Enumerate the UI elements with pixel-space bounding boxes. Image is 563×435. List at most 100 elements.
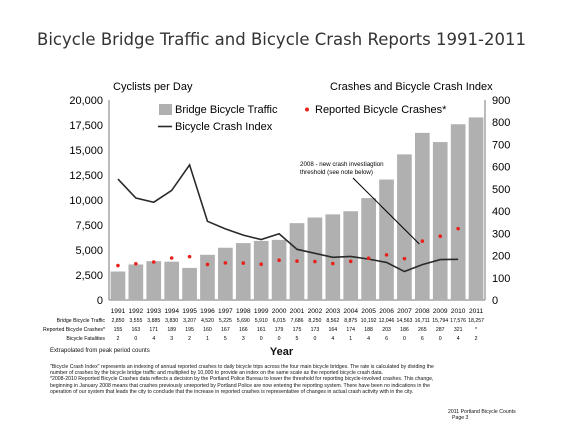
table-cell: 8,562 <box>326 318 339 324</box>
crash-point <box>366 256 371 261</box>
table-cell: 175 <box>293 327 302 333</box>
table-cell: 12,046 <box>379 318 395 324</box>
y-left-tick-label: 12,500 <box>69 170 103 182</box>
y-right-tick-label: 600 <box>492 162 510 174</box>
x-tick-label: 2004 <box>343 308 358 315</box>
x-tick-label: 2002 <box>308 308 323 315</box>
table-cell: 6 <box>385 336 388 342</box>
table-cell: 163 <box>132 327 141 333</box>
table-cell: 3 <box>170 336 173 342</box>
x-tick-label: 1992 <box>129 308 144 315</box>
annotation-text: threshold (see note below) <box>300 169 373 176</box>
table-cell: 3,555 <box>129 318 142 324</box>
y-right-tick-label: 500 <box>492 184 510 196</box>
table-cell: 0 <box>439 336 442 342</box>
bar <box>450 124 466 301</box>
bar <box>414 132 430 300</box>
footnote-line: operation of our system that leads the c… <box>50 388 414 395</box>
legend-swatch-crashes <box>305 107 309 112</box>
bar <box>397 154 412 300</box>
table-cell: 0 <box>313 336 316 342</box>
bar <box>468 117 484 301</box>
x-tick-label: 2010 <box>451 308 466 315</box>
x-tick-label: 1995 <box>182 308 197 315</box>
x-tick-label: 2007 <box>397 308 412 315</box>
crash-point <box>331 261 335 266</box>
chart-title: Bicycle Bridge Traffic and Bicycle Crash… <box>37 30 526 49</box>
annotation-arrow <box>352 177 420 245</box>
bar <box>379 179 394 300</box>
table-cell: * <box>475 327 477 333</box>
footnotes: "Bicycle Crash Index" represents an inde… <box>50 364 520 395</box>
bar <box>343 211 359 300</box>
table-cell: 195 <box>185 327 194 333</box>
table-cell: 188 <box>364 327 373 333</box>
bar <box>200 254 215 300</box>
table-cell: 5,690 <box>237 318 250 324</box>
table-cell: 321 <box>454 327 463 333</box>
table-cell: 2 <box>117 336 120 342</box>
table-cell: 6 <box>421 336 424 342</box>
table-cell: 3,885 <box>147 318 160 324</box>
crash-point <box>116 263 120 268</box>
bar <box>182 267 197 300</box>
credit-page: Page 3 <box>452 415 469 422</box>
x-tick-label: 1996 <box>200 308 215 315</box>
table-cell: 1 <box>206 336 209 342</box>
table-row-label: Bicycle Fatalities <box>66 336 105 342</box>
table-cell: 14,563 <box>396 318 412 324</box>
table-cell: 155 <box>114 327 123 333</box>
table-cell: 10,192 <box>361 318 377 324</box>
y-right-tick-label: 200 <box>492 251 510 263</box>
table-cell: 5,225 <box>219 318 232 324</box>
bar <box>432 142 448 300</box>
crash-point <box>420 239 425 243</box>
crash-point <box>241 261 246 265</box>
table-cell: 8,250 <box>308 318 321 324</box>
table-cell: 0 <box>403 336 406 342</box>
table-cell: 287 <box>436 327 445 333</box>
crash-point <box>169 256 174 260</box>
y-left-tick-label: 0 <box>97 295 103 307</box>
y-right-tick-label: 900 <box>492 95 510 107</box>
x-tick-label: 1997 <box>218 308 233 315</box>
y-right-tick-label: 0 <box>492 295 498 307</box>
x-axis-title: Year <box>269 346 294 358</box>
table-cell: 179 <box>275 327 284 333</box>
table-cell: 167 <box>221 327 230 333</box>
crash-point <box>205 262 210 267</box>
crash-point <box>295 259 299 263</box>
crash-point <box>259 262 263 267</box>
y-right-tick-label: 400 <box>492 206 510 218</box>
table-cell: 0 <box>260 336 263 342</box>
table-cell: 174 <box>346 327 355 333</box>
table-cell: 171 <box>149 327 158 333</box>
x-tick-label: 2011 <box>469 308 484 315</box>
y-right-tick-label: 100 <box>492 273 510 285</box>
table-cell: 3 <box>242 336 245 342</box>
bar <box>128 264 144 300</box>
legend-label-crashes: Reported Bicycle Crashes* <box>315 104 447 116</box>
footnote-line: beginning in January 2008 means that cra… <box>50 382 430 389</box>
bar <box>253 240 269 300</box>
y-left-tick-label: 10,000 <box>69 195 103 207</box>
table-cell: 166 <box>239 327 248 333</box>
table-row-label: Reported Bicycle Crashes* <box>43 327 105 333</box>
bar <box>307 217 323 300</box>
table-cell: 5,910 <box>255 318 268 324</box>
bar <box>110 271 126 300</box>
table-cell: 3,207 <box>183 318 196 324</box>
table-cell: 5 <box>224 336 227 342</box>
crash-point <box>384 253 389 257</box>
y-left-tick-label: 15,000 <box>69 145 103 157</box>
x-tick-label: 2009 <box>433 308 448 315</box>
y-left-tick-label: 2,500 <box>75 270 103 282</box>
x-tick-label: 2005 <box>361 308 376 315</box>
footnote-line: "Bicycle Crash Index" represents an inde… <box>50 364 434 370</box>
x-tick-label: 1999 <box>254 308 269 315</box>
annotation-text: 2008 - new crash investiagtion <box>300 161 384 168</box>
table-cell: 4,520 <box>201 318 214 324</box>
y-left-tick-label: 5,000 <box>75 245 103 257</box>
table-cell: 4 <box>152 336 155 342</box>
table-cell: 0 <box>278 336 281 342</box>
